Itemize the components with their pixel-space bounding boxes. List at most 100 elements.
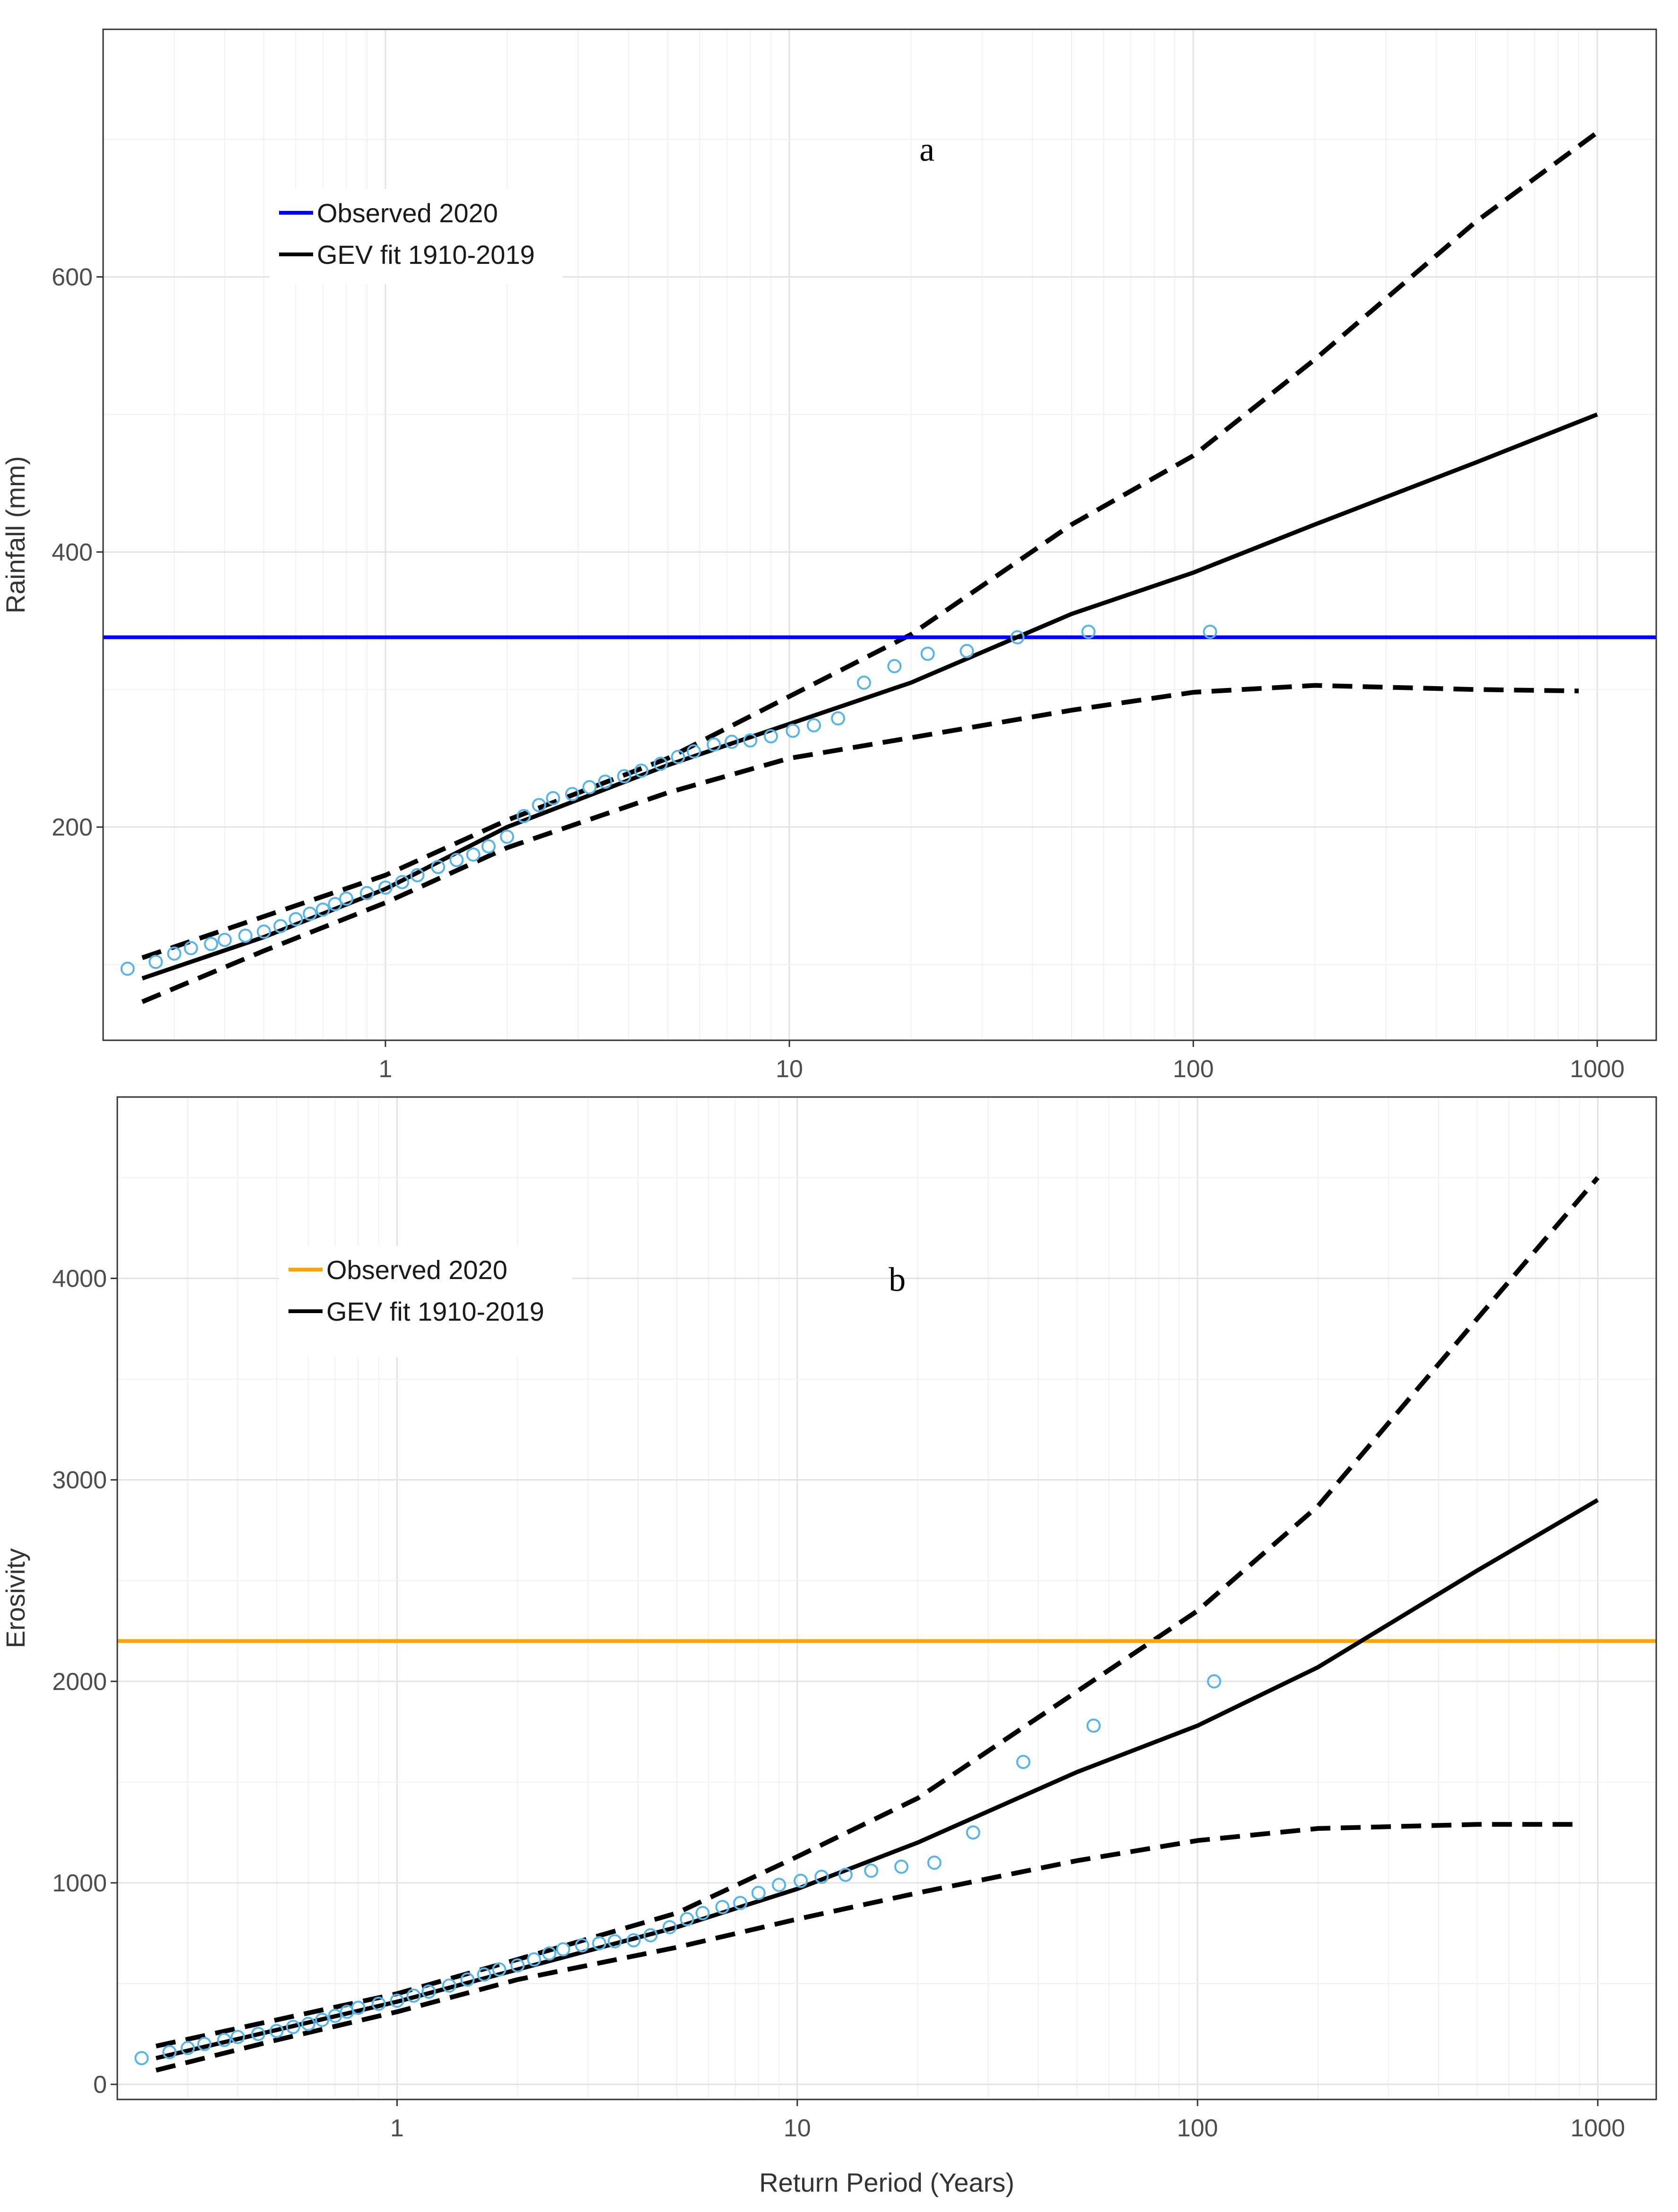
panel-a-data-point bbox=[1010, 630, 1025, 644]
panel-a-data-point bbox=[288, 912, 303, 926]
panel-b-x-axis-title: Return Period (Years) bbox=[759, 2168, 1014, 2197]
panel-a-data-point bbox=[671, 749, 685, 764]
panel-b-data-point bbox=[510, 1958, 525, 1973]
panel-b-data-point bbox=[1207, 1674, 1222, 1689]
panel-b-data-point bbox=[390, 1994, 404, 2008]
panel-b-x-ticks: 1 10 100 1000 bbox=[390, 2099, 1625, 2142]
panel-a-data-point bbox=[256, 924, 271, 939]
panel-b-legend-background bbox=[279, 1246, 572, 1357]
panel-a-data-point bbox=[431, 860, 446, 874]
panel-a-border bbox=[102, 28, 1657, 1041]
panel-a-data-point bbox=[887, 659, 902, 673]
panel-a-data-point bbox=[378, 880, 393, 895]
panel-a-data-point bbox=[634, 763, 648, 778]
panel-a-data-point bbox=[328, 897, 342, 911]
panel-a-lower-ci-line bbox=[141, 683, 1579, 1004]
panel-b-x-tick-label: 100 bbox=[1177, 2115, 1218, 2142]
panel-b-data-point bbox=[197, 2037, 212, 2051]
panel-a-data-point bbox=[204, 937, 218, 951]
panel-a-y-tick-label: 400 bbox=[52, 539, 93, 566]
panel-a-label: a bbox=[919, 131, 935, 168]
panel-b-legend: Observed 2020 GEV fit 1910-2019 bbox=[279, 1246, 572, 1357]
panel-a-data-point bbox=[786, 723, 800, 738]
panel-b-data-point bbox=[814, 1870, 829, 1884]
panel-a-data-point bbox=[481, 839, 496, 853]
panel-b-fit-line-group bbox=[155, 1498, 1599, 2060]
panel-a-y-tick-label: 200 bbox=[52, 814, 93, 841]
panel-a-data-point bbox=[466, 847, 481, 862]
panel-b-y-tick-label: 4000 bbox=[52, 1265, 107, 1293]
panel-b-legend-label-observed: Observed 2020 bbox=[326, 1255, 507, 1285]
panel-b-x-tick-label: 10 bbox=[784, 2115, 811, 2142]
panel-b-data-point bbox=[269, 2024, 284, 2038]
panel-a-upper-ci-line bbox=[141, 131, 1599, 960]
panel-a-gev-fit-line bbox=[141, 412, 1598, 981]
panel-a-x-tick-label: 10 bbox=[776, 1055, 803, 1083]
panel-a-y-axis-title: Rainfall (mm) bbox=[0, 456, 30, 614]
panel-b-gev-fit-line bbox=[155, 1498, 1599, 2060]
panel-b-points bbox=[134, 1674, 1222, 2065]
panel-b-data-point bbox=[607, 1934, 622, 1949]
panel-b-data-point bbox=[328, 2009, 342, 2023]
panel-b-legend-label-fit: GEV fit 1910-2019 bbox=[326, 1297, 544, 1326]
panel-b-data-point bbox=[695, 1906, 710, 1920]
panel-b-data-point bbox=[1086, 1718, 1101, 1733]
panel-a-legend-label-observed: Observed 2020 bbox=[317, 198, 498, 228]
panel-a-data-point bbox=[449, 853, 464, 867]
panel-b-data-point bbox=[181, 2041, 195, 2055]
panel-a-legend-label-fit: GEV fit 1910-2019 bbox=[317, 240, 535, 270]
panel-b-data-point bbox=[927, 1855, 942, 1870]
panel-b-y-tick-label: 1000 bbox=[52, 1870, 107, 1897]
panel-b-x-tick-label: 1 bbox=[390, 2115, 404, 2142]
panel-b-data-point bbox=[733, 1896, 748, 1910]
panel-a-data-point bbox=[1203, 625, 1217, 639]
panel-a-data-point bbox=[410, 868, 425, 882]
panel-b-x-tick-label: 1000 bbox=[1570, 2115, 1625, 2142]
panel-a-data-point bbox=[598, 775, 612, 789]
panel-b-border bbox=[116, 1096, 1657, 2100]
panel-b-data-point bbox=[371, 1996, 386, 2011]
panel-a-data-point bbox=[303, 906, 317, 921]
panel-b-y-axis-title: Erosivity bbox=[0, 1548, 30, 1648]
panel-b-data-point bbox=[1016, 1755, 1031, 1769]
panel-b-data-point bbox=[492, 1962, 507, 1977]
panel-b-data-point bbox=[442, 1978, 456, 1993]
panel-b-data-point bbox=[864, 1864, 879, 1878]
panel-b-data-point bbox=[838, 1867, 853, 1882]
panel-b-data-point bbox=[301, 2017, 315, 2031]
panel-a-data-point bbox=[920, 646, 935, 661]
panel-a-data-point bbox=[516, 809, 531, 823]
panel-a-confidence-bands bbox=[141, 131, 1599, 1004]
panel-b-data-point bbox=[966, 1825, 980, 1840]
panel-b-y-ticks: 0 1000 2000 3000 4000 bbox=[52, 1265, 117, 2099]
panel-a-data-point bbox=[707, 737, 721, 752]
panel-a-y-tick-label: 600 bbox=[52, 264, 93, 291]
panel-b-data-point bbox=[592, 1936, 606, 1951]
panel-b-data-point bbox=[406, 1988, 421, 2003]
panel-a-data-point bbox=[395, 875, 410, 889]
panel-b-data-point bbox=[134, 2051, 149, 2065]
panel-b-data-point bbox=[751, 1886, 766, 1900]
panel-a-data-point bbox=[120, 961, 135, 976]
panel-a-data-point bbox=[218, 932, 232, 947]
panel-a-data-point bbox=[856, 675, 871, 690]
panel-b-data-point bbox=[663, 1920, 677, 1934]
panel-b-data-point bbox=[477, 1967, 491, 1982]
panel-b-grid bbox=[117, 1097, 1656, 2099]
panel-a-points bbox=[120, 625, 1217, 976]
panel-b-y-tick-label: 0 bbox=[93, 2071, 107, 2099]
panel-b-data-point bbox=[575, 1938, 589, 1952]
panel-b-data-point bbox=[286, 2020, 300, 2034]
panel-b-lower-ci-line bbox=[155, 1822, 1580, 2073]
panel-b-data-point bbox=[527, 1952, 542, 1967]
panel-b-data-point bbox=[460, 1972, 475, 1987]
panel-a: 1 10 100 1000 200 400 600 a Rainfall (mm) Obs… bbox=[0, 28, 1657, 1083]
panel-a-legend-background bbox=[270, 189, 563, 284]
panel-b-y-tick-label: 2000 bbox=[52, 1668, 107, 1696]
panel-a-data-point bbox=[315, 902, 330, 917]
panel-a-data-point bbox=[339, 891, 354, 906]
panel-b-data-point bbox=[715, 1900, 730, 1914]
panel-b-data-point bbox=[772, 1878, 787, 1892]
panel-b-data-point bbox=[251, 2027, 265, 2041]
